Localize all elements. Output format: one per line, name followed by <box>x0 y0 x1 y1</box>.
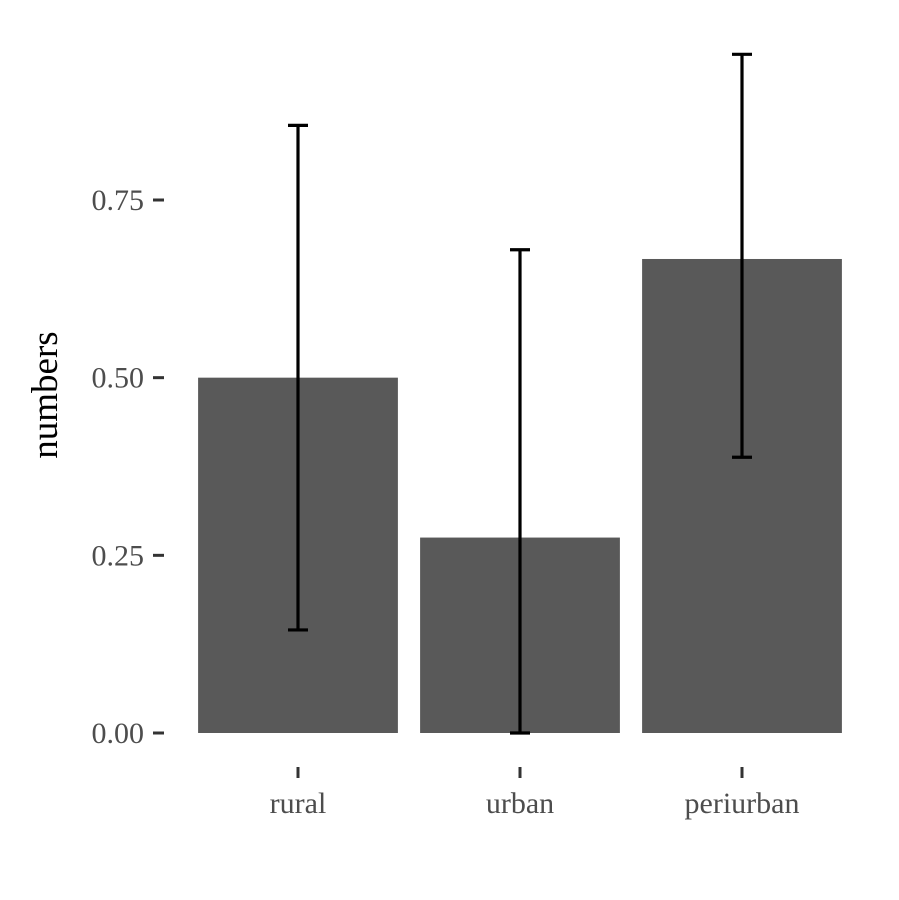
error-bar-rural <box>288 123 308 632</box>
y-tick-label: 0.00 <box>92 717 145 750</box>
error-bars <box>288 52 752 735</box>
x-axis: rural urban periurban <box>270 767 800 820</box>
y-axis: 0.00 0.25 0.50 0.75 <box>92 184 164 750</box>
error-bar-urban <box>510 248 530 735</box>
y-axis-title: numbers <box>25 331 66 458</box>
y-tick-label: 0.50 <box>92 362 145 395</box>
x-tick-label-urban: urban <box>486 787 554 820</box>
y-tick-label: 0.25 <box>92 539 145 572</box>
error-bar-periurban <box>732 52 752 459</box>
x-tick-label-rural: rural <box>270 787 327 820</box>
y-tick-label: 0.75 <box>92 184 145 217</box>
x-tick-label-periurban: periurban <box>685 787 800 820</box>
